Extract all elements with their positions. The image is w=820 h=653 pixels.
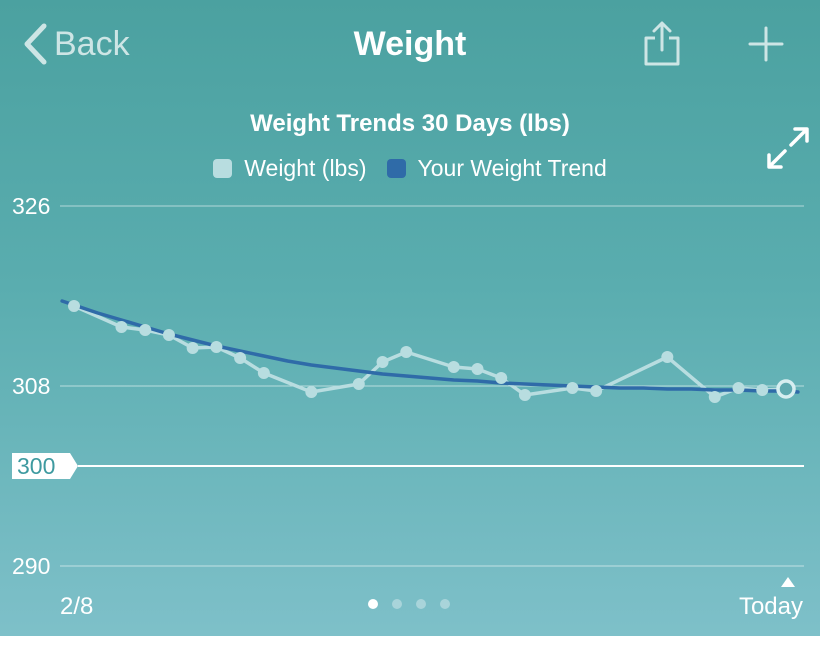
share-button[interactable] [640, 20, 684, 68]
x-label-today: Today [738, 593, 803, 620]
weight-chart: 326 308 290 300 [12, 193, 800, 579]
trend-series-line [60, 299, 800, 394]
weight-point [162, 329, 175, 341]
chevron-left-icon [24, 23, 47, 65]
weight-point [447, 361, 460, 373]
back-label: Back [54, 24, 130, 63]
page-indicator[interactable] [368, 599, 464, 609]
legend-label-trend: Your Weight Trend [417, 155, 607, 181]
page-dot[interactable] [440, 599, 450, 609]
expand-button[interactable] [766, 126, 810, 170]
weight-series-line [73, 304, 787, 399]
share-icon [644, 21, 680, 66]
legend-swatch-weight [213, 159, 233, 178]
weight-point [376, 356, 389, 368]
legend-item-trend: Your Weight Trend [386, 155, 607, 182]
weight-point [210, 341, 223, 353]
legend-swatch-trend [386, 159, 406, 178]
weight-point [518, 389, 531, 401]
weight-point-today [776, 379, 796, 399]
goal-label: 300 [17, 453, 55, 479]
y-tick-label: 290 [12, 553, 50, 579]
weight-point [708, 391, 721, 403]
weight-point [68, 300, 80, 312]
weight-point [590, 385, 603, 397]
page-dot[interactable] [392, 599, 402, 609]
page-title: Weight [353, 25, 467, 63]
plus-icon [748, 26, 784, 62]
today-marker-icon [781, 577, 795, 587]
add-button[interactable] [744, 22, 788, 66]
expand-icon [767, 127, 809, 169]
weight-point [305, 386, 318, 398]
page-dot[interactable] [416, 599, 426, 609]
legend-item-weight: Weight (lbs) [213, 155, 367, 182]
page-dot[interactable] [368, 599, 378, 609]
weight-point [400, 346, 413, 358]
weight-point [234, 352, 247, 364]
back-button[interactable]: Back [22, 22, 130, 66]
weight-point [186, 342, 199, 354]
x-label-start: 2/8 [60, 593, 94, 620]
weight-point [115, 321, 128, 333]
weight-point [732, 382, 745, 394]
weight-point [257, 367, 270, 379]
goal-tag [12, 453, 78, 479]
weight-point [566, 382, 579, 394]
y-tick-label: 326 [12, 193, 50, 219]
legend-label-weight: Weight (lbs) [244, 155, 367, 181]
weight-point [139, 324, 152, 336]
weight-point [756, 384, 769, 396]
weight-point [495, 372, 508, 384]
chart-legend: Weight (lbs) Your Weight Trend [0, 155, 820, 182]
weight-screen: Back Weight Weight Trends 30 Days (lbs) … [0, 0, 820, 636]
y-tick-label: 308 [12, 373, 50, 399]
weight-point [661, 351, 674, 363]
weight-point [471, 363, 484, 375]
weight-point [352, 378, 365, 390]
chart-title: Weight Trends 30 Days (lbs) [250, 110, 570, 137]
